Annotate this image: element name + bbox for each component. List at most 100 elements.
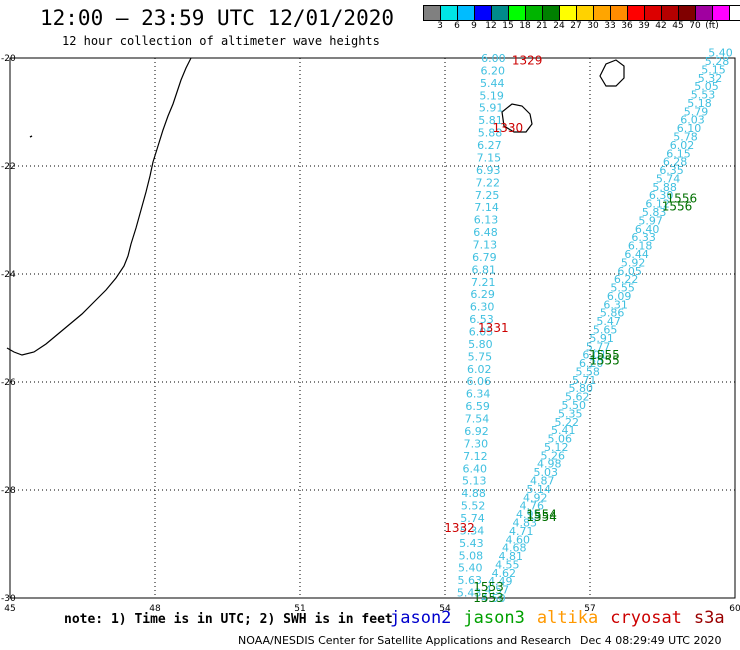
wave-height-value: 5.08 [459, 549, 484, 562]
wave-height-value: 4.98 [537, 458, 562, 471]
altimeter-track-2: 5.405.285.155.325.055.535.185.796.036.10… [481, 47, 733, 605]
wave-height-value: 6.93 [476, 164, 501, 177]
madagascar-coastline [6, 57, 192, 356]
wave-height-value: 5.71 [572, 374, 597, 387]
color-swatch [679, 6, 696, 20]
pass-time-label: 1553 [473, 580, 504, 594]
color-swatch [509, 6, 526, 20]
color-scale-label: 18 [519, 21, 531, 31]
wave-height-value: 6.34 [466, 388, 491, 401]
wave-height-value: 6.40 [463, 462, 488, 475]
wave-height-value: 7.25 [475, 189, 500, 202]
wave-height-value: 6.20 [579, 357, 604, 370]
wave-height-value: 4.87 [530, 475, 555, 488]
color-swatch [730, 6, 740, 20]
pass-time-label: 1556 [662, 200, 693, 214]
wave-height-value: 7.14 [474, 201, 499, 214]
wave-height-value: 4.92 [523, 491, 548, 504]
color-scale-label: 39 [638, 21, 650, 31]
wave-height-value: 7.22 [475, 176, 500, 189]
wave-height-value: 6.31 [603, 298, 628, 311]
wave-height-value: 4.71 [509, 525, 534, 538]
color-scale-label: 27 [570, 21, 582, 31]
wave-height-value: 6.59 [465, 400, 490, 413]
wave-height-value: 6.81 [472, 263, 497, 276]
wave-height-value: 5.03 [534, 466, 559, 479]
map-frame [9, 57, 736, 599]
wave-height-value: 5.13 [462, 475, 487, 488]
color-swatch [611, 6, 628, 20]
footer-timestamp: Dec 4 08:29:49 UTC 2020 [580, 634, 722, 647]
pass-time-labels: 1329133013311332155615561555155515541554… [444, 54, 697, 605]
reunion-island [501, 103, 533, 133]
wave-height-value: 5.44 [480, 77, 505, 90]
color-swatch [526, 6, 543, 20]
wave-height-value: 4.62 [492, 567, 517, 580]
color-swatch [424, 6, 441, 20]
wave-height-value: 6.13 [474, 214, 499, 227]
wave-height-value: 7.12 [463, 450, 488, 463]
legend-item-altika: altika [536, 608, 599, 628]
color-swatch [577, 6, 594, 20]
pass-time-label: 1332 [444, 521, 475, 535]
pass-time-label: 1329 [512, 54, 543, 68]
wave-height-value: 5.35 [558, 407, 583, 420]
wave-height-value: 5.50 [561, 399, 586, 412]
wave-height-value: 5.52 [461, 500, 486, 513]
mauritius-island [599, 59, 625, 87]
wave-height-value: 5.34 [460, 524, 485, 537]
wave-height-value: 6.09 [607, 290, 632, 303]
wave-height-value: 5.63 [457, 574, 482, 587]
map-grid [9, 57, 736, 599]
color-swatch [543, 6, 560, 20]
wave-height-value: 7.15 [477, 151, 502, 164]
wave-height-value: 6.33 [631, 231, 656, 244]
wave-height-value: 5.80 [568, 382, 593, 395]
wave-height-value: 5.74 [460, 512, 485, 525]
color-swatch [458, 6, 475, 20]
wave-height-value: 5.62 [565, 391, 590, 404]
wave-height-value: 5.77 [586, 340, 611, 353]
wave-height-value: 5.91 [479, 102, 504, 115]
color-swatch [662, 6, 679, 20]
wave-height-value: 5.43 [459, 537, 484, 550]
wave-height-value: 6.05 [617, 265, 642, 278]
wave-height-value: 6.79 [472, 251, 497, 264]
wave-height-value: 4.68 [502, 542, 527, 555]
wave-height-value: 5.40 [708, 47, 733, 60]
wave-height-value: 6.30 [649, 189, 674, 202]
wave-height-value: 5.65 [593, 323, 618, 336]
wave-height-value: 5.79 [684, 105, 709, 118]
wave-height-value: 6.05 [469, 326, 494, 339]
color-swatch [492, 6, 509, 20]
color-swatch [594, 6, 611, 20]
wave-height-value: 6.22 [614, 273, 639, 286]
pass-time-label: 1554 [526, 507, 557, 521]
wave-height-value: 7.13 [473, 238, 498, 251]
wave-height-value: 6.40 [635, 223, 660, 236]
lon-tick-label: 57 [584, 604, 595, 614]
wave-height-value: 5.83 [642, 206, 667, 219]
axis-ticks: 45 48 51 54 57 60 -20 -22 -24 -26 -28 -30 [1, 54, 740, 614]
wave-height-value: 5.15 [701, 63, 726, 76]
wave-height-value: 4.76 [520, 500, 545, 513]
wave-height-value: 7.54 [465, 413, 490, 426]
wave-height-value: 5.75 [468, 350, 493, 363]
wave-height-value: 5.06 [547, 433, 572, 446]
wave-height-value: 7.30 [464, 437, 489, 450]
lat-tick-label: -24 [1, 270, 16, 280]
pass-time-label: 1555 [589, 348, 620, 362]
color-swatch [696, 6, 713, 20]
wave-height-value: 6.48 [473, 226, 498, 239]
coast-fragment [29, 135, 33, 138]
wave-height-value: 6.02 [467, 363, 492, 376]
wave-height-value: 6.27 [477, 139, 502, 152]
wave-height-value: 4.95 [516, 508, 541, 521]
lon-tick-label: 54 [439, 604, 451, 614]
wave-height-value: 5.55 [610, 282, 635, 295]
color-swatch [441, 6, 458, 20]
wave-height-value: 6.20 [481, 64, 506, 77]
pass-time-label: 1331 [478, 321, 509, 335]
wave-height-value: 7.21 [471, 276, 496, 289]
wave-height-value: 5.78 [673, 131, 698, 144]
